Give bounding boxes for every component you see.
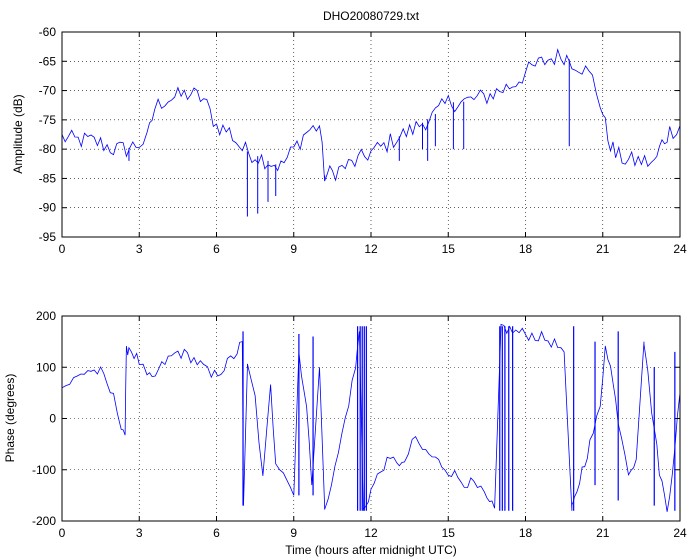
amplitude-xtick-label: 0 <box>59 242 66 256</box>
phase-xtick-label: 6 <box>213 526 220 540</box>
phase-xtick-label: 15 <box>442 526 456 540</box>
amplitude-xtick-label: 3 <box>136 242 143 256</box>
amplitude-xtick-label: 18 <box>519 242 533 256</box>
amplitude-ytick-label: -85 <box>39 171 57 185</box>
phase-xticks: 0 3 6 9 12 15 18 21 24 <box>59 316 687 540</box>
amplitude-series-line <box>61 48 681 182</box>
amplitude-xtick-label: 21 <box>596 242 610 256</box>
amplitude-ytick-label: -70 <box>39 84 57 98</box>
phase-xtick-label: 21 <box>596 526 610 540</box>
phase-series-line <box>61 323 681 512</box>
phase-yticks: -200 -100 0 100 200 <box>32 309 680 528</box>
phase-xtick-label: 12 <box>364 526 378 540</box>
amplitude-ytick-label: -75 <box>39 113 57 127</box>
figure-title: DHO20080729.txt <box>323 9 420 23</box>
amplitude-yticks: -95 -90 -85 -80 -75 -70 -65 -60 <box>39 25 680 244</box>
phase-ytick-label: -200 <box>32 514 56 528</box>
phase-ytick-label: -100 <box>32 463 56 477</box>
amplitude-ytick-label: -65 <box>39 54 57 68</box>
phase-xtick-label: 0 <box>59 526 66 540</box>
amplitude-ylabel: Amplitude (dB) <box>11 94 25 173</box>
phase-ytick-label: 0 <box>49 412 56 426</box>
phase-xtick-label: 3 <box>136 526 143 540</box>
phase-xtick-label: 24 <box>673 526 687 540</box>
phase-xlabel: Time (hours after midnight UTC) <box>285 543 457 557</box>
amplitude-xtick-label: 6 <box>213 242 220 256</box>
amplitude-ytick-label: -80 <box>39 142 57 156</box>
phase-axes: 0 3 6 9 12 15 18 21 24 -200 -100 0 100 200 Phase (de… <box>3 309 687 557</box>
amplitude-ytick-label: -95 <box>39 230 57 244</box>
phase-xtick-label: 18 <box>519 526 533 540</box>
amplitude-ytick-label: -90 <box>39 201 57 215</box>
amplitude-xtick-label: 9 <box>290 242 297 256</box>
amplitude-xtick-label: 12 <box>364 242 378 256</box>
amplitude-xtick-label: 15 <box>442 242 456 256</box>
phase-ytick-label: 200 <box>36 309 56 323</box>
amplitude-xticks: 0 3 6 9 12 15 18 21 24 <box>59 32 687 256</box>
phase-grid <box>62 316 680 521</box>
amplitude-grid <box>62 32 680 237</box>
amplitude-axes: 0 3 6 9 12 15 18 21 24 -95-90-85-80-75-70-65-60 … <box>11 25 687 256</box>
phase-ytick-label: 100 <box>36 360 56 374</box>
amplitude-ytick-label: -60 <box>39 25 57 39</box>
amplitude-trace <box>61 48 681 217</box>
amplitude-xtick-label: 24 <box>673 242 687 256</box>
phase-xtick-label: 9 <box>290 526 297 540</box>
amplitude-plot-area <box>62 32 680 237</box>
phase-ylabel: Phase (degrees) <box>3 374 17 463</box>
phase-trace <box>61 323 681 512</box>
